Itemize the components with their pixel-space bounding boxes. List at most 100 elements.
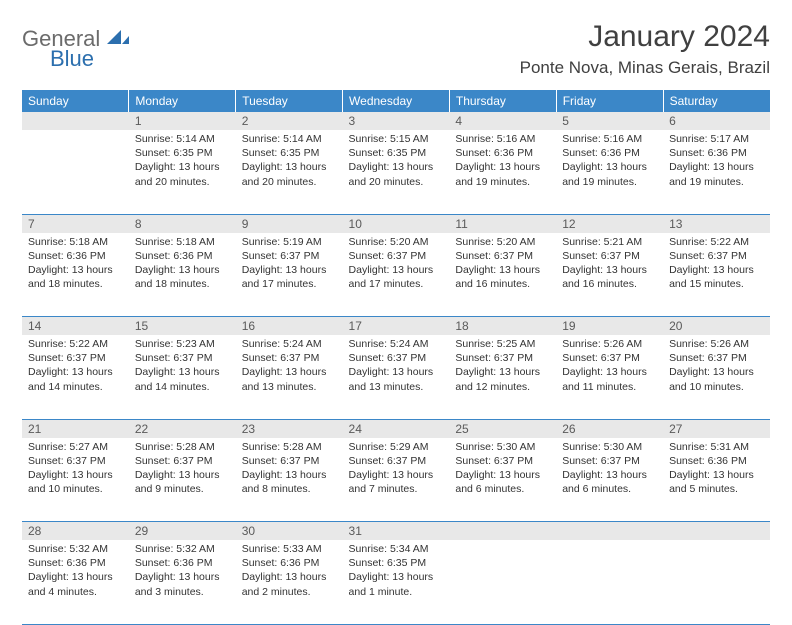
day-cell bbox=[556, 540, 663, 624]
sunrise-text: Sunrise: 5:16 AM bbox=[562, 132, 657, 146]
sunrise-text: Sunrise: 5:26 AM bbox=[669, 337, 764, 351]
daylight-text-2: and 4 minutes. bbox=[28, 585, 123, 599]
day-number: 4 bbox=[455, 114, 462, 128]
day-details: Sunrise: 5:18 AMSunset: 6:36 PMDaylight:… bbox=[129, 233, 236, 296]
sunrise-text: Sunrise: 5:31 AM bbox=[669, 440, 764, 454]
daylight-text-1: Daylight: 13 hours bbox=[562, 468, 657, 482]
day-cell: Sunrise: 5:15 AMSunset: 6:35 PMDaylight:… bbox=[343, 130, 450, 214]
daylight-text-1: Daylight: 13 hours bbox=[135, 160, 230, 174]
day-number: 27 bbox=[669, 422, 682, 436]
sunrise-text: Sunrise: 5:27 AM bbox=[28, 440, 123, 454]
daylight-text-2: and 17 minutes. bbox=[349, 277, 444, 291]
sunset-text: Sunset: 6:37 PM bbox=[242, 249, 337, 263]
day-cell: Sunrise: 5:30 AMSunset: 6:37 PMDaylight:… bbox=[556, 438, 663, 522]
day-number-cell: 26 bbox=[556, 419, 663, 438]
daylight-text-1: Daylight: 13 hours bbox=[242, 263, 337, 277]
day-details: Sunrise: 5:30 AMSunset: 6:37 PMDaylight:… bbox=[556, 438, 663, 501]
day-number: 21 bbox=[28, 422, 41, 436]
sunrise-text: Sunrise: 5:17 AM bbox=[669, 132, 764, 146]
day-number-cell: 21 bbox=[22, 419, 129, 438]
day-number-cell: 31 bbox=[343, 522, 450, 541]
day-content-row: Sunrise: 5:14 AM Sunset: 6:35 PM Daylight:… bbox=[22, 130, 770, 214]
sunset-text: Sunset: 6:37 PM bbox=[349, 249, 444, 263]
day-number-cell: 7 bbox=[22, 214, 129, 233]
day-number-row: 14151617181920 bbox=[22, 317, 770, 336]
day-number: 13 bbox=[669, 217, 682, 231]
sunset-text: Sunset: 6:37 PM bbox=[562, 249, 657, 263]
weekday-header: Wednesday bbox=[343, 90, 450, 112]
sunrise-text: Sunrise: 5:14 AM bbox=[242, 132, 337, 146]
daylight-text-2: and 5 minutes. bbox=[669, 482, 764, 496]
daylight-text-2: and 20 minutes. bbox=[135, 175, 230, 189]
day-cell: Sunrise: 5:34 AMSunset: 6:35 PMDaylight:… bbox=[343, 540, 450, 624]
daylight-text-1: Daylight: 13 hours bbox=[28, 570, 123, 584]
sunset-text: Sunset: 6:35 PM bbox=[349, 146, 444, 160]
daylight-text-2: and 6 minutes. bbox=[455, 482, 550, 496]
day-number: 14 bbox=[28, 319, 41, 333]
location: Ponte Nova, Minas Gerais, Brazil bbox=[520, 58, 770, 78]
day-number-cell: 4 bbox=[449, 112, 556, 130]
day-cell: Sunrise: 5:29 AMSunset: 6:37 PMDaylight:… bbox=[343, 438, 450, 522]
sunrise-text: Sunrise: 5:16 AM bbox=[455, 132, 550, 146]
day-number-cell: 27 bbox=[663, 419, 770, 438]
day-details: Sunrise: 5:26 AMSunset: 6:37 PMDaylight:… bbox=[556, 335, 663, 398]
sunset-text: Sunset: 6:37 PM bbox=[135, 454, 230, 468]
day-content-row: Sunrise: 5:27 AM Sunset: 6:37 PM Daylight:… bbox=[22, 438, 770, 522]
sunset-text: Sunset: 6:37 PM bbox=[349, 454, 444, 468]
day-cell: Sunrise: 5:14 AMSunset: 6:35 PMDaylight:… bbox=[236, 130, 343, 214]
day-number: 30 bbox=[242, 524, 255, 538]
sunset-text: Sunset: 6:36 PM bbox=[28, 249, 123, 263]
sunset-text: Sunset: 6:36 PM bbox=[28, 556, 123, 570]
day-cell: Sunrise: 5:20 AMSunset: 6:37 PMDaylight:… bbox=[343, 233, 450, 317]
sunset-text: Sunset: 6:36 PM bbox=[242, 556, 337, 570]
day-details: Sunrise: 5:17 AMSunset: 6:36 PMDaylight:… bbox=[663, 130, 770, 193]
daylight-text-2: and 6 minutes. bbox=[562, 482, 657, 496]
sunset-text: Sunset: 6:37 PM bbox=[455, 249, 550, 263]
day-number-cell bbox=[22, 112, 129, 130]
sunrise-text: Sunrise: 5:20 AM bbox=[349, 235, 444, 249]
day-content-row: Sunrise: 5:32 AMSunset: 6:36 PMDaylight:… bbox=[22, 540, 770, 624]
sunrise-text: Sunrise: 5:14 AM bbox=[135, 132, 230, 146]
day-details: Sunrise: 5:22 AMSunset: 6:37 PMDaylight:… bbox=[663, 233, 770, 296]
day-cell: Sunrise: 5:26 AMSunset: 6:37 PMDaylight:… bbox=[556, 335, 663, 419]
day-number-cell: 13 bbox=[663, 214, 770, 233]
day-number-cell: 24 bbox=[343, 419, 450, 438]
daylight-text-1: Daylight: 13 hours bbox=[562, 263, 657, 277]
day-cell bbox=[663, 540, 770, 624]
day-details: Sunrise: 5:25 AMSunset: 6:37 PMDaylight:… bbox=[449, 335, 556, 398]
day-details: Sunrise: 5:23 AMSunset: 6:37 PMDaylight:… bbox=[129, 335, 236, 398]
sunrise-text: Sunrise: 5:25 AM bbox=[455, 337, 550, 351]
daylight-text-1: Daylight: 13 hours bbox=[455, 468, 550, 482]
weekday-header: Tuesday bbox=[236, 90, 343, 112]
sunrise-text: Sunrise: 5:34 AM bbox=[349, 542, 444, 556]
daylight-text-2: and 8 minutes. bbox=[242, 482, 337, 496]
day-number: 17 bbox=[349, 319, 362, 333]
sunset-text: Sunset: 6:37 PM bbox=[242, 351, 337, 365]
sunrise-text: Sunrise: 5:19 AM bbox=[242, 235, 337, 249]
weekday-header-row: Sunday Monday Tuesday Wednesday Thursday… bbox=[22, 90, 770, 112]
daylight-text-1: Daylight: 13 hours bbox=[349, 263, 444, 277]
day-cell: Sunrise: 5:21 AMSunset: 6:37 PMDaylight:… bbox=[556, 233, 663, 317]
daylight-text-1: Daylight: 13 hours bbox=[135, 570, 230, 584]
day-number-cell: 18 bbox=[449, 317, 556, 336]
day-number-cell bbox=[663, 522, 770, 541]
day-details: Sunrise: 5:24 AMSunset: 6:37 PMDaylight:… bbox=[343, 335, 450, 398]
sunrise-text: Sunrise: 5:22 AM bbox=[28, 337, 123, 351]
sunset-text: Sunset: 6:37 PM bbox=[135, 351, 230, 365]
sunset-text: Sunset: 6:36 PM bbox=[562, 146, 657, 160]
day-number: 6 bbox=[669, 114, 676, 128]
sunrise-text: Sunrise: 5:18 AM bbox=[135, 235, 230, 249]
day-cell: Sunrise: 5:16 AMSunset: 6:36 PMDaylight:… bbox=[449, 130, 556, 214]
daylight-text-2: and 10 minutes. bbox=[28, 482, 123, 496]
daylight-text-1: Daylight: 13 hours bbox=[669, 263, 764, 277]
day-number: 3 bbox=[349, 114, 356, 128]
day-number-cell: 14 bbox=[22, 317, 129, 336]
day-number-cell: 30 bbox=[236, 522, 343, 541]
day-number-cell: 3 bbox=[343, 112, 450, 130]
day-cell: Sunrise: 5:19 AMSunset: 6:37 PMDaylight:… bbox=[236, 233, 343, 317]
daylight-text-1: Daylight: 13 hours bbox=[669, 365, 764, 379]
day-number: 7 bbox=[28, 217, 35, 231]
day-number: 2 bbox=[242, 114, 249, 128]
day-cell bbox=[449, 540, 556, 624]
day-details: Sunrise: 5:32 AMSunset: 6:36 PMDaylight:… bbox=[22, 540, 129, 603]
